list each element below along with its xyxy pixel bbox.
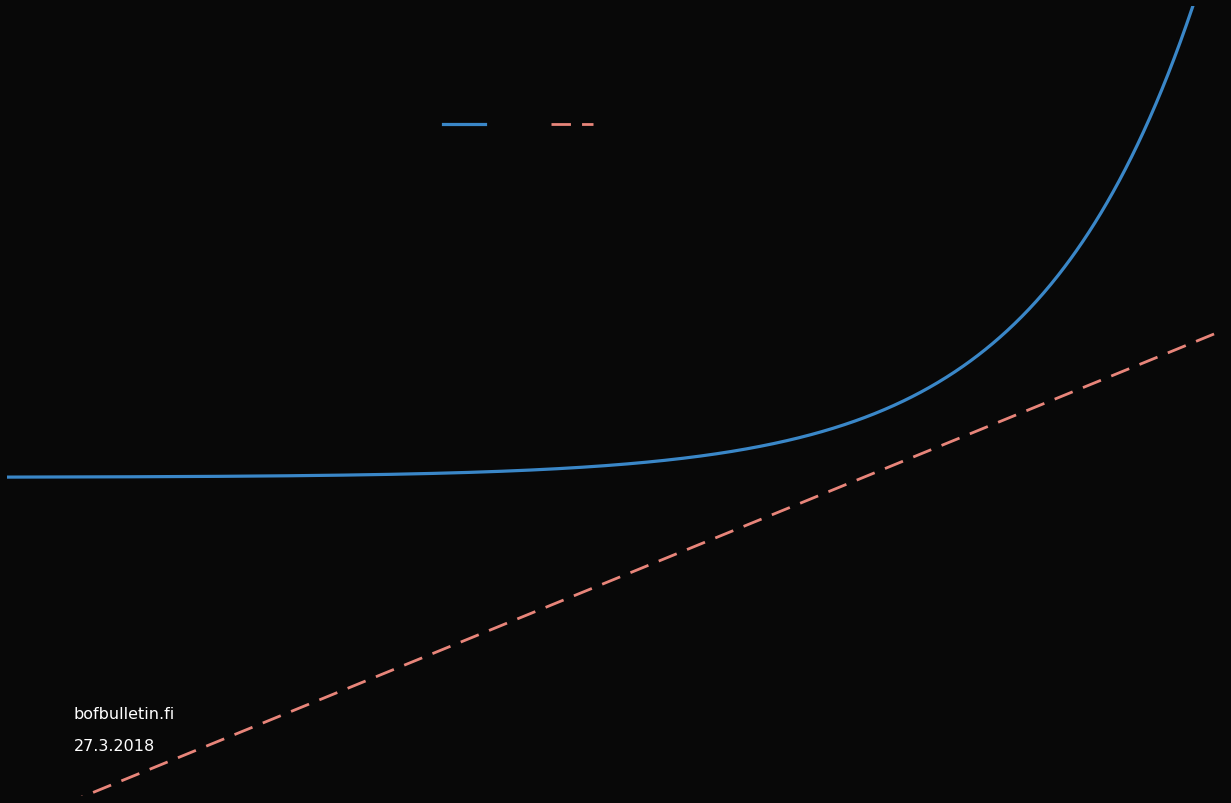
Legend: , : , [437, 110, 599, 141]
Text: 27.3.2018: 27.3.2018 [74, 738, 155, 752]
Text: bofbulletin.fi: bofbulletin.fi [74, 706, 175, 721]
